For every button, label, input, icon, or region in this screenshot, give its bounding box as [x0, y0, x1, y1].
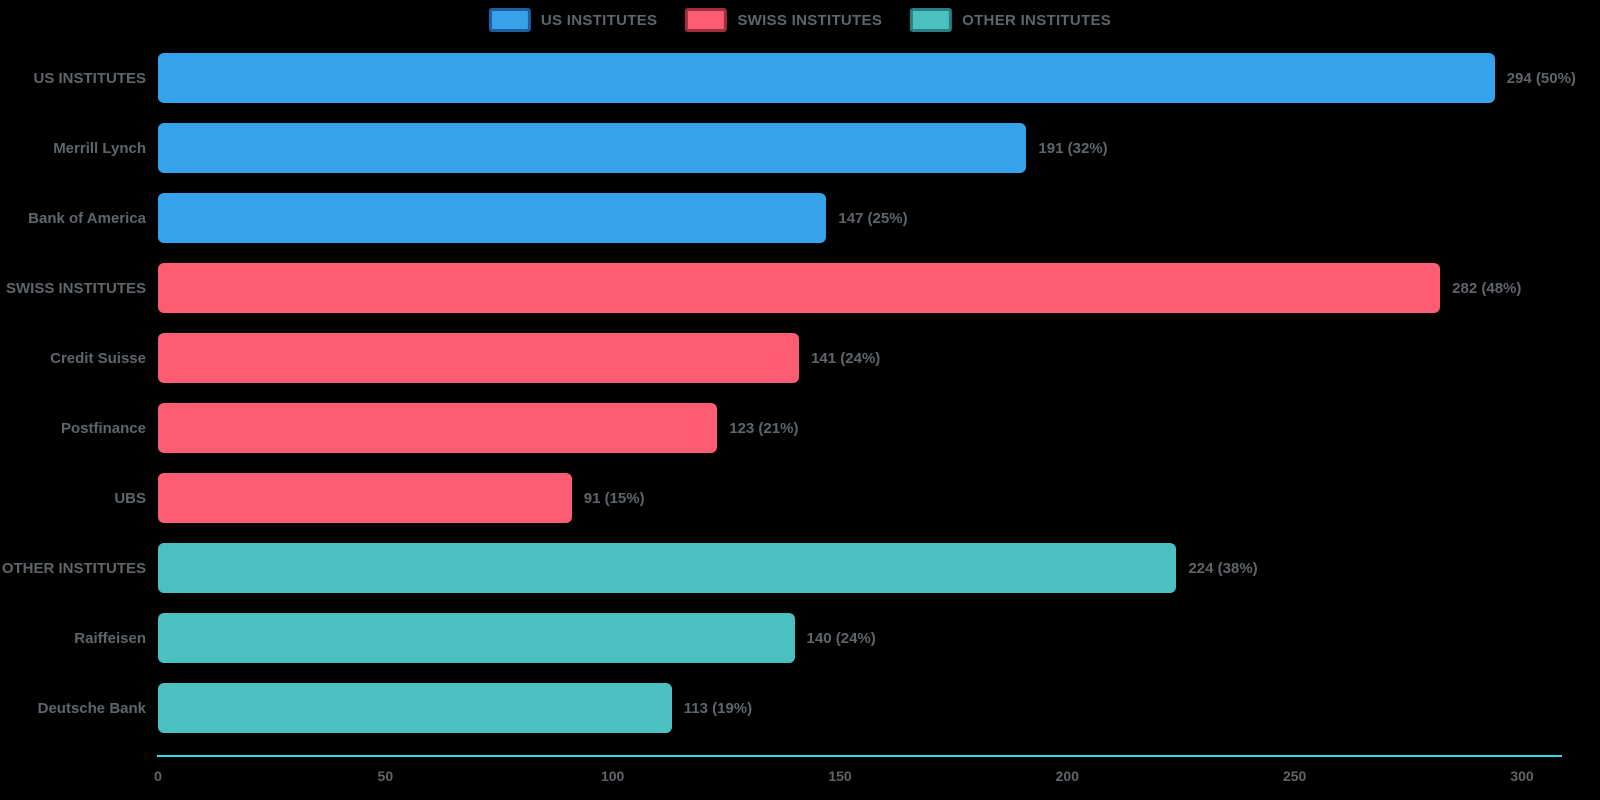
category-label: OTHER INSTITUTES: [1, 559, 146, 577]
value-annotation: 294 (50%): [1506, 69, 1576, 87]
bar[interactable]: [158, 333, 800, 383]
legend-swatch-icon: [685, 8, 728, 32]
value-annotation: 147 (25%): [838, 209, 908, 227]
x-tick-label: 100: [600, 768, 625, 784]
value-annotation: 140 (24%): [806, 629, 876, 647]
category-label: Merrill Lynch: [53, 139, 146, 157]
value-annotation: 224 (38%): [1188, 559, 1258, 577]
x-tick-label: 300: [1510, 768, 1534, 784]
value-annotation: 123 (21%): [729, 419, 799, 437]
bar[interactable]: [158, 683, 672, 733]
legend-swatch-icon: [488, 8, 531, 32]
category-label: Raiffeisen: [74, 629, 146, 647]
value-annotation: 113 (19%): [683, 699, 753, 717]
category-label: Bank of America: [28, 209, 146, 227]
bar[interactable]: [158, 53, 1495, 103]
x-tick-label: 200: [1055, 768, 1080, 784]
legend-swatch-icon: [910, 8, 953, 32]
category-label: SWISS INSTITUTES: [5, 279, 146, 297]
x-tick-label: 0: [154, 768, 162, 784]
legend-label: SWISS INSTITUTES: [737, 11, 883, 29]
bar[interactable]: [158, 543, 1177, 593]
bar[interactable]: [158, 403, 718, 453]
value-annotation: 91 (15%): [583, 489, 645, 507]
bar[interactable]: [158, 263, 1441, 313]
bar[interactable]: [158, 473, 572, 523]
legend-item[interactable]: OTHER INSTITUTES: [910, 8, 1111, 32]
category-label: Deutsche Bank: [37, 699, 146, 717]
x-tick-label: 250: [1282, 768, 1307, 784]
bar[interactable]: [158, 193, 827, 243]
legend-item[interactable]: SWISS INSTITUTES: [685, 8, 882, 32]
value-annotation: 191 (32%): [1038, 139, 1108, 157]
x-tick-label: 150: [828, 768, 852, 784]
x-tick-label: 50: [377, 768, 394, 784]
legend-label: OTHER INSTITUTES: [962, 11, 1112, 29]
legend-label: US INSTITUTES: [540, 11, 658, 29]
chart-legend: US INSTITUTES SWISS INSTITUTES OTHER INSTI…: [488, 8, 1111, 32]
bar[interactable]: [158, 613, 795, 663]
x-axis-line: [157, 755, 1562, 757]
category-label: UBS: [114, 489, 146, 507]
bar[interactable]: [158, 123, 1027, 173]
category-label: Credit Suisse: [50, 349, 146, 367]
value-annotation: 141 (24%): [811, 349, 881, 367]
category-label: Postfinance: [60, 419, 146, 437]
category-label: US INSTITUTES: [33, 69, 146, 87]
legend-item[interactable]: US INSTITUTES: [488, 8, 658, 32]
value-annotation: 282 (48%): [1452, 279, 1522, 297]
